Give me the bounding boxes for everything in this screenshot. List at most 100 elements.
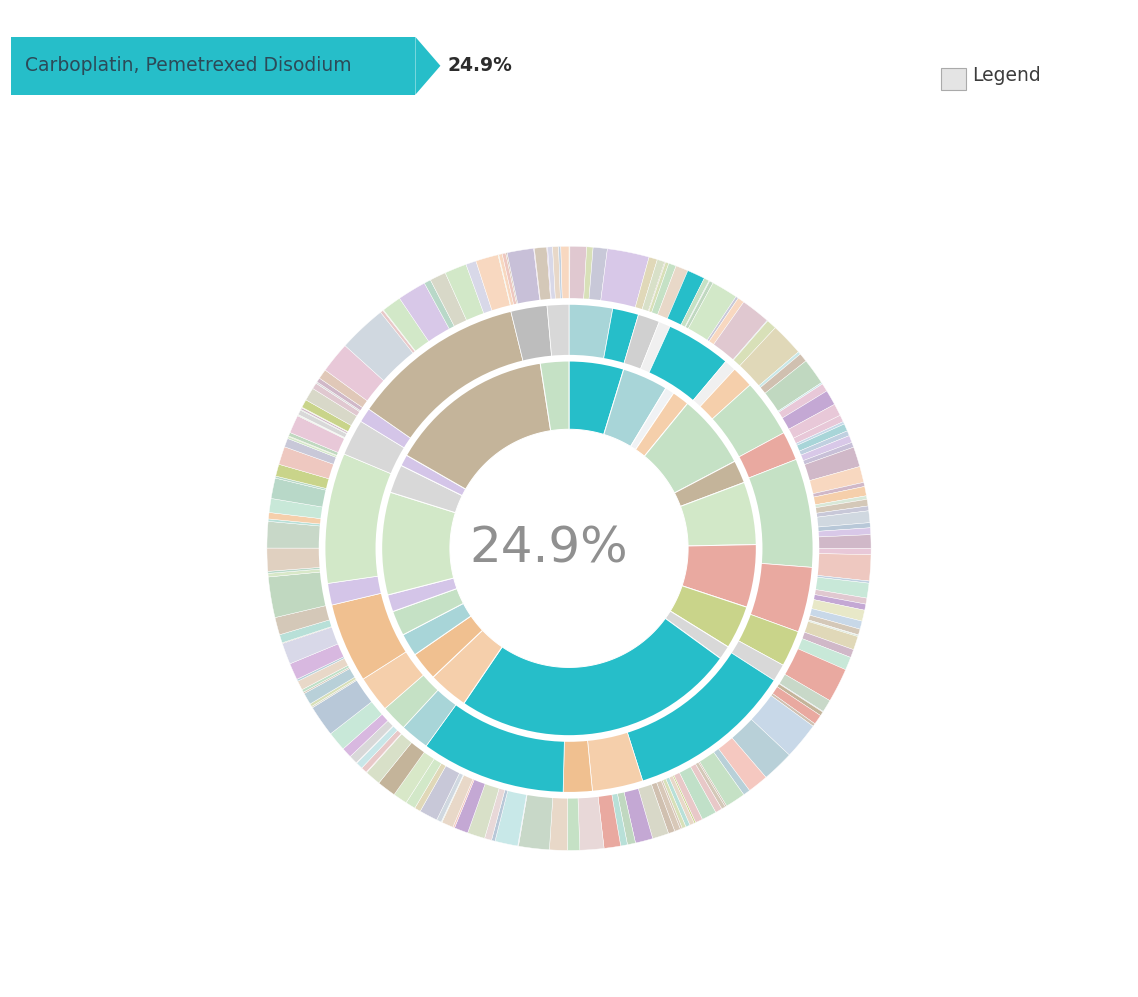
Polygon shape	[559, 246, 562, 300]
Polygon shape	[808, 608, 863, 629]
Polygon shape	[733, 321, 775, 367]
Polygon shape	[302, 407, 349, 433]
Polygon shape	[801, 632, 854, 657]
Polygon shape	[351, 720, 394, 763]
Polygon shape	[569, 303, 613, 360]
Polygon shape	[749, 563, 814, 632]
Polygon shape	[758, 352, 800, 389]
Text: Legend: Legend	[972, 66, 1040, 86]
Polygon shape	[649, 262, 669, 314]
Polygon shape	[794, 422, 844, 446]
Polygon shape	[289, 433, 339, 456]
Polygon shape	[442, 774, 473, 828]
Polygon shape	[678, 766, 716, 820]
Polygon shape	[360, 408, 412, 449]
Polygon shape	[316, 378, 364, 412]
Polygon shape	[297, 415, 346, 440]
Polygon shape	[442, 774, 464, 823]
Polygon shape	[267, 567, 321, 573]
Polygon shape	[795, 424, 848, 452]
Circle shape	[452, 432, 686, 665]
Text: Carboplatin, Pemetrexed Disodium: Carboplatin, Pemetrexed Disodium	[25, 56, 352, 76]
Polygon shape	[692, 361, 735, 408]
Polygon shape	[269, 498, 324, 518]
Polygon shape	[813, 487, 866, 505]
Polygon shape	[681, 278, 709, 328]
Polygon shape	[505, 252, 518, 305]
Polygon shape	[430, 273, 468, 328]
Polygon shape	[445, 264, 485, 322]
Polygon shape	[267, 569, 322, 577]
Polygon shape	[362, 729, 402, 773]
Polygon shape	[817, 534, 871, 548]
Polygon shape	[718, 737, 766, 791]
Polygon shape	[325, 346, 385, 402]
Polygon shape	[282, 626, 333, 643]
Polygon shape	[534, 248, 541, 301]
Polygon shape	[302, 400, 353, 433]
Polygon shape	[498, 254, 514, 307]
Polygon shape	[518, 794, 527, 846]
Polygon shape	[777, 683, 823, 712]
Polygon shape	[640, 320, 670, 374]
Polygon shape	[424, 280, 455, 330]
Polygon shape	[380, 492, 455, 595]
Polygon shape	[699, 751, 744, 806]
Polygon shape	[814, 499, 868, 513]
Polygon shape	[798, 431, 849, 456]
Polygon shape	[570, 246, 587, 300]
Polygon shape	[568, 797, 580, 850]
Polygon shape	[587, 731, 643, 793]
Polygon shape	[306, 389, 358, 427]
Polygon shape	[414, 616, 483, 678]
Polygon shape	[420, 765, 460, 820]
Polygon shape	[603, 307, 638, 365]
Polygon shape	[707, 297, 739, 343]
Polygon shape	[578, 796, 604, 850]
Polygon shape	[807, 619, 858, 636]
Polygon shape	[310, 676, 357, 707]
Polygon shape	[604, 368, 667, 447]
Polygon shape	[476, 254, 511, 312]
Polygon shape	[343, 421, 405, 475]
Polygon shape	[366, 733, 413, 783]
Polygon shape	[300, 410, 348, 435]
Polygon shape	[312, 678, 358, 708]
Polygon shape	[801, 443, 854, 466]
Polygon shape	[327, 576, 382, 605]
Polygon shape	[323, 454, 393, 583]
Polygon shape	[685, 281, 714, 330]
Polygon shape	[816, 510, 869, 527]
Polygon shape	[792, 416, 843, 444]
Polygon shape	[415, 762, 446, 812]
Polygon shape	[739, 328, 799, 387]
Polygon shape	[687, 283, 736, 341]
Polygon shape	[547, 303, 569, 357]
Polygon shape	[563, 739, 593, 794]
Polygon shape	[759, 354, 806, 394]
Polygon shape	[675, 461, 745, 506]
Polygon shape	[300, 408, 349, 434]
Polygon shape	[290, 416, 346, 453]
Polygon shape	[803, 448, 860, 481]
Polygon shape	[597, 794, 620, 848]
Polygon shape	[302, 665, 351, 692]
Polygon shape	[684, 281, 710, 328]
Polygon shape	[298, 658, 349, 690]
Polygon shape	[737, 432, 798, 479]
Polygon shape	[284, 439, 338, 465]
Polygon shape	[465, 261, 493, 315]
Polygon shape	[320, 370, 369, 409]
Polygon shape	[366, 733, 403, 773]
Polygon shape	[546, 247, 551, 300]
Polygon shape	[682, 544, 758, 607]
Polygon shape	[651, 781, 675, 833]
Polygon shape	[384, 298, 429, 352]
Polygon shape	[662, 778, 686, 829]
Polygon shape	[808, 467, 864, 495]
Polygon shape	[454, 779, 486, 832]
Polygon shape	[769, 693, 815, 726]
Polygon shape	[814, 589, 867, 604]
Polygon shape	[275, 476, 328, 491]
Polygon shape	[748, 459, 815, 567]
